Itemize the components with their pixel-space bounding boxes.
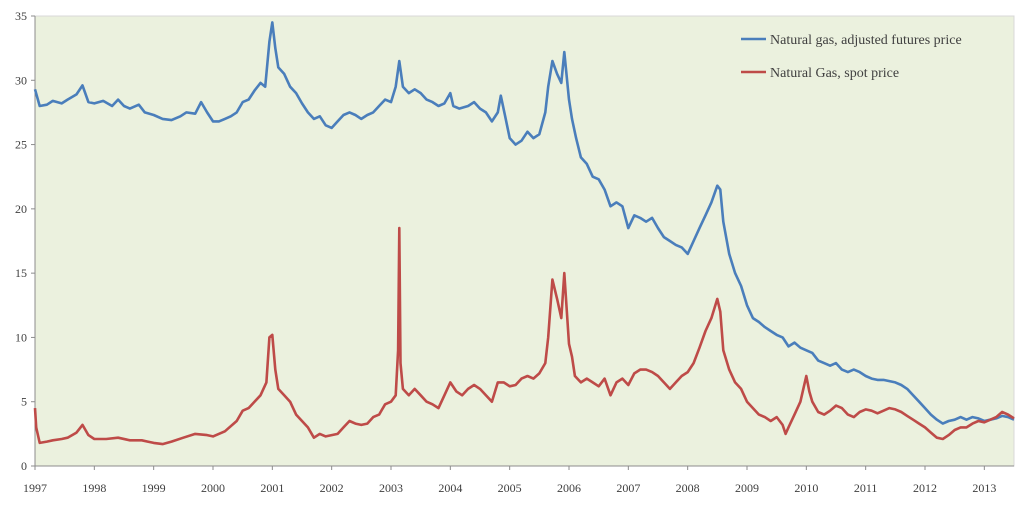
y-tick-label: 15 [15,266,27,280]
x-tick-label: 2004 [438,481,462,495]
x-tick-label: 2013 [972,481,996,495]
x-tick-label: 1999 [142,481,166,495]
legend-label-0: Natural gas, adjusted futures price [770,33,962,48]
x-tick-label: 2012 [913,481,937,495]
series-layer [33,21,1015,446]
x-tick-label: 2003 [379,481,403,495]
x-tick-label: 1998 [82,481,106,495]
y-tick-label: 5 [21,395,27,409]
x-tick-label: 2008 [676,481,700,495]
x-tick-label: 2002 [320,481,344,495]
y-tick-label: 25 [15,138,27,152]
x-tick-label: 2010 [794,481,818,495]
y-tick-label: 0 [21,459,27,473]
x-tick-label: 2009 [735,481,759,495]
legend-label-1: Natural Gas, spot price [770,66,899,81]
x-tick-label: 2005 [498,481,522,495]
legend: Natural gas, adjusted futures price Natur… [741,33,962,81]
x-tick-label: 2006 [557,481,581,495]
plot-background [34,15,1015,467]
y-tick-label: 35 [15,9,27,23]
series-line-1 [33,226,1015,446]
x-tick-label: 1997 [23,481,47,495]
y-axis: 0 5 10 15 20 25 30 35 [15,9,36,473]
y-tick-label: 30 [15,73,27,87]
x-tick-label: 2001 [260,481,284,495]
y-tick-label: 20 [15,202,27,216]
x-tick-label: 2000 [201,481,225,495]
series-line-0 [33,21,1015,425]
x-axis: 1997 1998 1999 2000 2001 2002 2003 2004 2005 2006… [23,465,1014,495]
x-tick-label: 2007 [616,481,640,495]
y-tick-label: 10 [15,330,27,344]
x-tick-label: 2011 [854,481,878,495]
